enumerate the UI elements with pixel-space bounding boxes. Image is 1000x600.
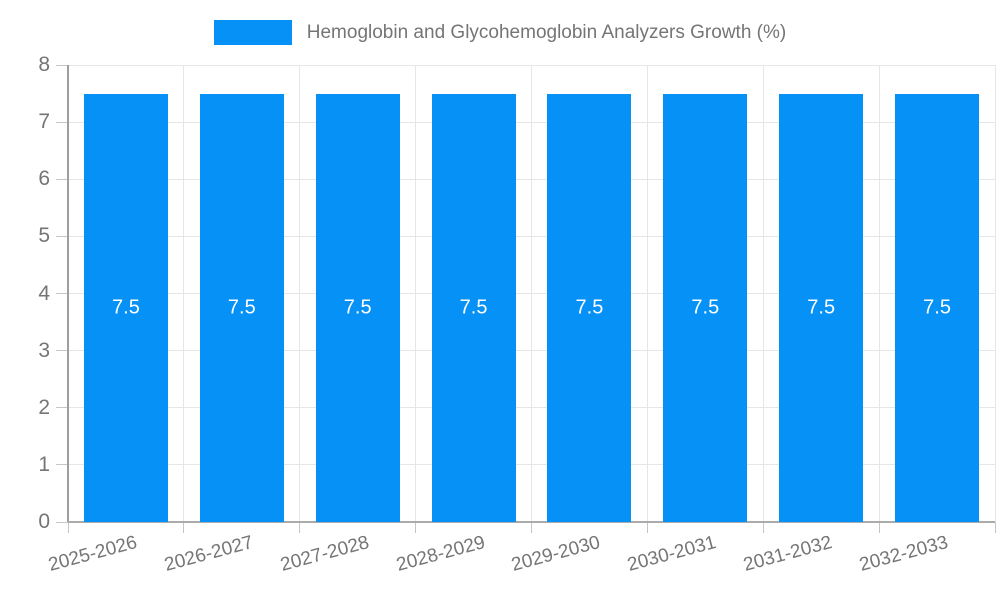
x-gridline: [415, 65, 417, 522]
x-axis-tick: [878, 522, 880, 533]
chart-legend[interactable]: Hemoglobin and Glycohemoglobin Analyzers…: [0, 20, 1000, 45]
bar: 7.5: [315, 93, 400, 522]
y-axis-tick: [56, 293, 68, 294]
y-axis-tick: [56, 464, 68, 466]
x-axis-tick: [531, 522, 532, 533]
y-tick-label: 0: [38, 510, 50, 533]
bar-value-label: 7.5: [807, 296, 836, 319]
bar-value-label: 7.5: [459, 296, 488, 319]
bar: 7.5: [83, 93, 168, 522]
y-tick-label: 2: [38, 395, 50, 419]
bar: 7.5: [547, 93, 632, 522]
legend-label: Hemoglobin and Glycohemoglobin Analyzers…: [306, 21, 787, 43]
x-axis-tick: [183, 522, 185, 533]
bar-value-label: 7.5: [691, 296, 720, 319]
y-tick-label: 8: [38, 53, 50, 76]
x-gridline: [762, 65, 764, 522]
y-axis-tick: [56, 521, 68, 523]
x-axis-tick: [415, 522, 417, 533]
bar-value-label: 7.5: [343, 296, 372, 319]
x-axis-line: [68, 521, 995, 523]
y-axis-line: [67, 65, 69, 522]
y-tick-label: 7: [38, 110, 50, 134]
bar-value-label: 7.5: [923, 296, 951, 319]
x-gridline: [646, 65, 648, 522]
y-axis-tick: [56, 121, 68, 123]
y-tick-label: 6: [38, 167, 50, 191]
x-axis-tick: [646, 522, 648, 533]
x-gridline: [299, 65, 301, 522]
bar: 7.5: [779, 93, 864, 522]
x-gridline: [994, 65, 996, 522]
y-tick-label: 4: [38, 281, 50, 305]
bar: 7.5: [431, 93, 516, 522]
bar-value-label: 7.5: [112, 296, 140, 319]
y-tick-label: 1: [38, 452, 50, 476]
x-gridline: [531, 65, 532, 522]
bar: 7.5: [199, 93, 284, 522]
y-axis-tick: [56, 178, 68, 180]
y-tick-label: 3: [38, 338, 50, 362]
bar-value-label: 7.5: [575, 296, 604, 319]
y-axis-tick: [56, 64, 68, 66]
x-axis-tick: [67, 522, 69, 533]
x-axis-tick: [762, 522, 764, 533]
bar: 7.5: [663, 93, 748, 522]
x-axis-tick: [299, 522, 301, 533]
x-gridline: [878, 65, 880, 522]
y-axis-tick: [56, 235, 68, 237]
y-axis-tick: [56, 350, 68, 352]
y-tick-label: 5: [38, 224, 50, 248]
x-gridline: [183, 65, 185, 522]
x-axis-tick: [994, 522, 996, 533]
legend-swatch-icon: [213, 20, 292, 45]
bar-value-label: 7.5: [227, 296, 256, 319]
bar: 7.5: [895, 93, 980, 522]
y-axis-tick: [56, 407, 68, 409]
